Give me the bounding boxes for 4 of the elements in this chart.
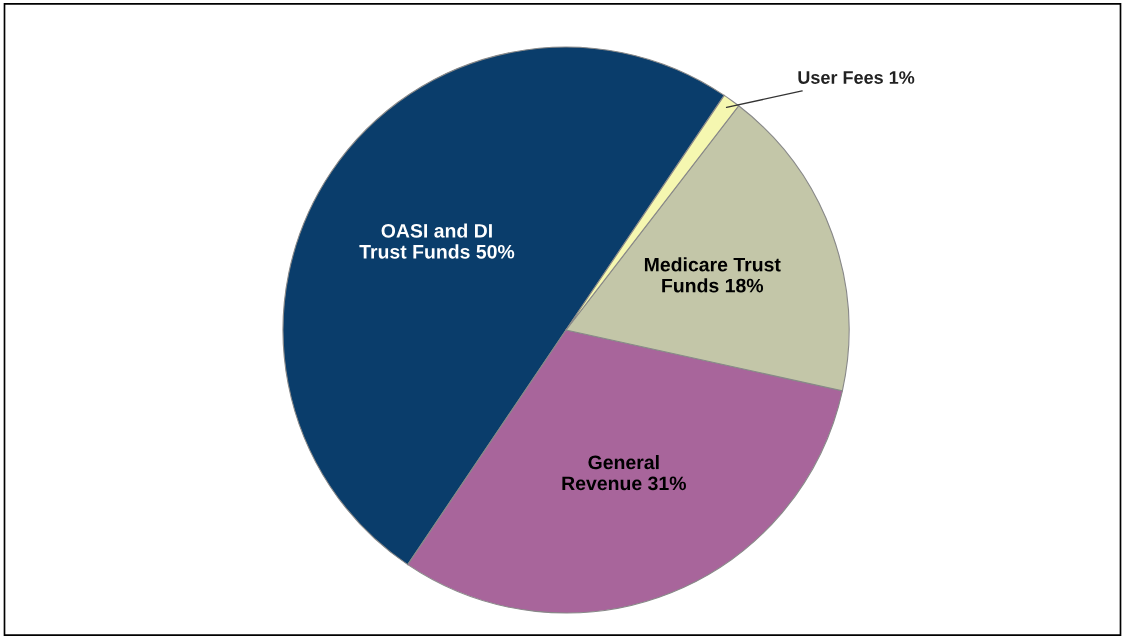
slice-label: General Revenue 31% <box>562 454 686 491</box>
slice-label: User Fees 1% <box>798 71 915 84</box>
slice-label: OASI and DI Trust Funds 50% <box>359 223 515 259</box>
slice-label: Medicare Trust Funds 18% <box>644 257 781 293</box>
